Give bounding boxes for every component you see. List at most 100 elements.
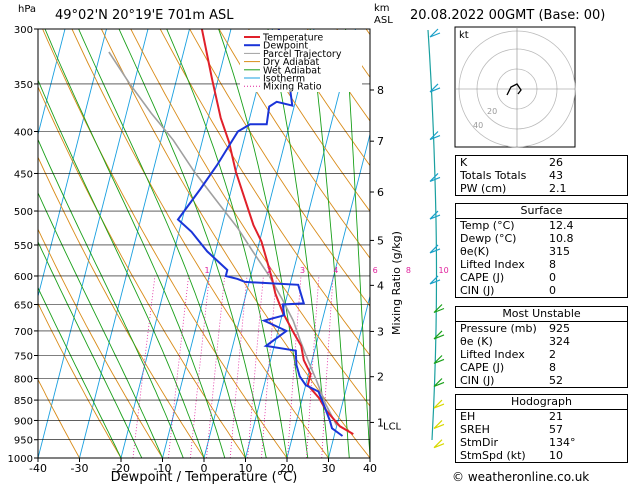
hodograph-key: EH	[460, 410, 476, 423]
unstable-key: CIN (J)	[460, 374, 495, 387]
surface-key: Lifted Index	[460, 258, 525, 271]
km-tick-label: 3	[377, 325, 384, 338]
mixing-ratio-line	[287, 275, 302, 458]
hodograph-ring-label: 40	[473, 121, 483, 130]
x-axis-label: Dewpoint / Temperature (°C)	[111, 470, 298, 485]
wind-profile	[427, 28, 445, 449]
legend-entry: Dewpoint	[263, 41, 308, 52]
hodograph-unit: kt	[459, 30, 469, 41]
mixing-ratio-line	[261, 275, 277, 458]
index-row: Totals Totals 43	[456, 169, 627, 182]
index-key: Totals Totals	[460, 169, 527, 182]
wind-barb	[433, 399, 445, 409]
hodograph-title: Hodograph	[511, 395, 572, 408]
surface-value: 0	[549, 271, 556, 284]
temperature-tick-label: -40	[29, 462, 47, 475]
dry-adiabat-line	[100, 29, 370, 458]
isotherm-line	[38, 29, 149, 458]
hodograph-panel: Hodograph EH 21 SREH 57 StmDir 134° StmSpd (kt…	[455, 394, 628, 463]
wet-adiabat-line	[118, 29, 267, 458]
surface-key: Dewp (°C)	[460, 232, 517, 245]
wind-profile-line	[427, 29, 438, 441]
pressure-tick-label: 1000	[8, 454, 33, 465]
mixing-ratio-label: 4	[333, 266, 338, 275]
mixing-ratio-axis-label: Mixing Ratio (g/kg)	[390, 231, 403, 335]
wind-barb	[429, 210, 441, 220]
mixing-ratio-label: 1	[205, 266, 210, 275]
pressure-tick-label: 700	[14, 327, 33, 338]
dry-adiabat-line	[218, 29, 370, 259]
hodograph-row: EH 21	[456, 410, 627, 423]
wet-adiabat-line	[218, 29, 309, 458]
pressure-tick-label: 600	[14, 272, 33, 283]
isotherm-line	[286, 132, 370, 458]
legend-entry: Temperature	[262, 33, 323, 44]
isotherm-line	[38, 29, 107, 298]
km-tick-label: 8	[377, 84, 384, 97]
dewpoint-line	[176, 29, 344, 437]
temperature-tick-label: 0	[201, 462, 208, 475]
temperature-tick-label: 20	[280, 462, 294, 475]
pressure-tick-label: 450	[14, 169, 33, 180]
index-value: 2.1	[549, 182, 567, 195]
unstable-row: CAPE (J) 8	[456, 361, 627, 374]
unstable-key: Lifted Index	[460, 348, 525, 361]
km-tick-label: 5	[377, 234, 384, 247]
unstable-key: CAPE (J)	[460, 361, 505, 374]
unstable-title: Most Unstable	[502, 307, 581, 320]
surface-value: 8	[549, 258, 556, 271]
unstable-key: θe (K)	[460, 335, 493, 348]
wind-barb	[429, 275, 441, 285]
temperature-tick-label: 40	[363, 462, 377, 475]
hodograph-value: 134°	[549, 436, 576, 449]
mixing-ratio-line	[229, 275, 248, 458]
temperature-line	[200, 29, 354, 435]
legend-entry: Mixing Ratio	[263, 82, 322, 93]
surface-key: CIN (J)	[460, 284, 495, 297]
unstable-row: Lifted Index 2	[456, 348, 627, 361]
hodograph-row: SREH 57	[456, 423, 627, 436]
surface-row: Temp (°C) 12.4	[456, 219, 627, 232]
height-unit-label: km ASL	[374, 3, 393, 26]
legend-entry: Dry Adiabat	[263, 57, 320, 68]
surface-row: Dewp (°C) 10.8	[456, 232, 627, 245]
wind-barb	[429, 173, 441, 183]
legend-box	[240, 30, 362, 92]
mixing-ratio-label: 2	[267, 266, 272, 275]
pressure-tick-label: 800	[14, 374, 33, 385]
wind-barb	[433, 439, 445, 449]
hodograph-value: 57	[549, 423, 563, 436]
hodograph-row: StmDir 134°	[456, 436, 627, 449]
unstable-panel: Most Unstable Pressure (mb) 925 θe (K) 324 L…	[455, 306, 628, 388]
pressure-tick-label: 950	[14, 436, 33, 447]
km-tick-label: 4	[377, 279, 384, 292]
hodograph-key: StmSpd (kt)	[460, 449, 526, 462]
mixing-ratio-line	[168, 275, 189, 458]
surface-row: Lifted Index 8	[456, 258, 627, 271]
hodograph-key: StmDir	[460, 436, 499, 449]
km-tick-label: 1	[377, 416, 384, 429]
km-tick-label: 6	[377, 186, 384, 199]
legend-entry: Wet Adiabat	[263, 65, 321, 76]
pressure-tick-label: 550	[14, 241, 33, 252]
surface-row: θe(K) 315	[456, 245, 627, 258]
pressure-tick-label: 850	[14, 396, 33, 407]
hodograph-trace	[506, 83, 522, 96]
unstable-value: 925	[549, 322, 570, 335]
surface-key: CAPE (J)	[460, 271, 505, 284]
isotherm-line	[328, 294, 370, 458]
mixing-ratio-line	[247, 275, 264, 458]
surface-row: CIN (J) 0	[456, 284, 627, 297]
hodograph-row: StmSpd (kt) 10	[456, 449, 627, 462]
surface-value: 315	[549, 245, 570, 258]
mixing-ratio-label: 6	[373, 266, 378, 275]
km-tick-label: 2	[377, 371, 384, 384]
wind-barb	[429, 28, 441, 38]
location-header: 49°02'N 20°19'E 701m ASL	[55, 8, 234, 23]
parcel-trajectory-line	[108, 51, 338, 426]
unstable-key: Pressure (mb)	[460, 322, 537, 335]
unstable-value: 52	[549, 374, 563, 387]
temperature-tick-label: 10	[239, 462, 253, 475]
mixing-ratio-label: 3	[300, 266, 305, 275]
